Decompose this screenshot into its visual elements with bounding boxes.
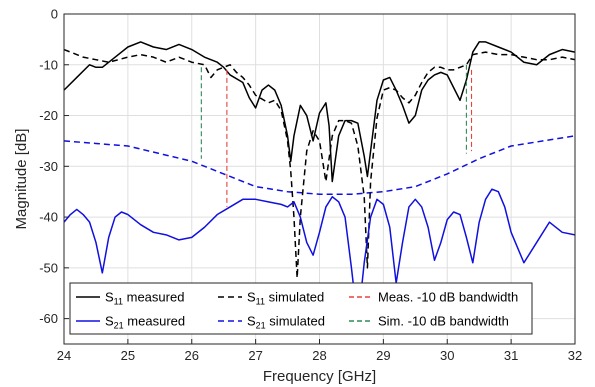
x-tick-label: 25	[121, 348, 135, 363]
series-line-s21-meas	[64, 188, 575, 325]
bandwidth-markers	[200, 64, 473, 207]
x-tick-label: 30	[440, 348, 454, 363]
x-tick-label: 29	[376, 348, 390, 363]
y-tick-label: -40	[39, 210, 58, 225]
legend-box	[69, 282, 533, 335]
x-tick-label: 26	[185, 348, 199, 363]
y-tick-label: -20	[39, 108, 58, 123]
legend-entry: Meas. -10 dB bandwidth	[378, 290, 518, 305]
y-tick-label: -10	[39, 57, 58, 72]
series-line-s11-sim	[64, 48, 575, 279]
x-tick-labels: 24 25 26 27 28 29 30 31 32	[57, 348, 582, 363]
x-tick-label: 27	[248, 348, 262, 363]
y-axis-label: Magnitude [dB]	[13, 129, 30, 230]
y-tick-label: 0	[51, 7, 58, 22]
plot-frame	[63, 13, 576, 345]
legend-entry: Sim. -10 dB bandwidth	[378, 314, 509, 329]
legend-entry: S21 measured	[105, 314, 185, 331]
x-tick-label: 24	[57, 348, 71, 363]
legend-entry: S21 simulated	[247, 314, 325, 331]
series-layer	[64, 41, 575, 325]
y-tick-labels: 0 -10 -20 -30 -40 -50 -60	[39, 7, 58, 327]
legend: S11 measured S11 simulated Meas. -10 dB ba…	[69, 282, 533, 335]
y-tick-label: -30	[39, 159, 58, 174]
x-tick-label: 28	[312, 348, 326, 363]
x-axis-label: Frequency [GHz]	[263, 368, 376, 385]
y-tick-label: -50	[39, 260, 58, 275]
x-tick-label: 32	[568, 348, 582, 363]
series-line-s21-sim	[64, 135, 575, 195]
y-tick-label: -60	[39, 311, 58, 326]
x-tick-label: 31	[504, 348, 518, 363]
legend-entry: S11 simulated	[247, 290, 324, 307]
legend-entry: S11 measured	[105, 290, 184, 307]
series-line-s11-meas	[64, 41, 575, 183]
